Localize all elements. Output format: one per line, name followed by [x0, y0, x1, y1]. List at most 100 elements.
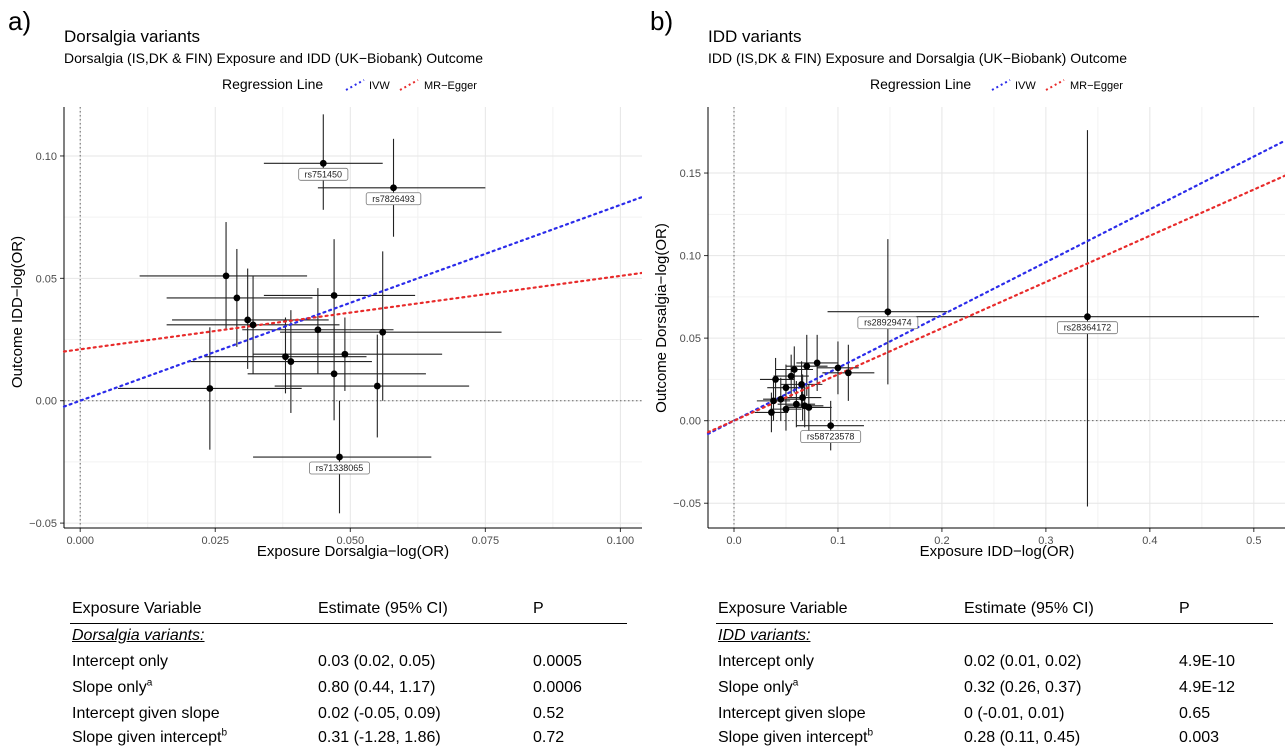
- table-a-header-rule: [70, 623, 627, 624]
- chart-b-x-tick-label: 0.1: [830, 535, 845, 547]
- chart-a-legend-egger-key: [399, 79, 419, 91]
- chart-b-point-label: rs58723578: [807, 432, 855, 442]
- table-b-header-estimate: Estimate (95% CI): [964, 600, 1094, 617]
- chart-a-x-tick-label: 0.100: [607, 535, 635, 547]
- table-b-row4-estimate: 0.28 (0.11, 0.45): [964, 729, 1081, 746]
- chart-b-point-0: [884, 308, 892, 316]
- chart-a-legend-ivw: IVW: [369, 80, 390, 92]
- chart-a-point-label: rs71338065: [316, 463, 364, 473]
- chart-b-x-tick-label: 0.5: [1246, 535, 1261, 547]
- chart-a-point-4: [233, 294, 241, 302]
- table-a-row3-label: Intercept given slope: [72, 705, 220, 722]
- table-b-header-p: P: [1179, 600, 1190, 617]
- chart-b-y-tick-label: 0.00: [680, 416, 701, 428]
- chart-a-subtitle: Dorsalgia (IS,DK & FIN) Exposure and IDD…: [64, 50, 483, 66]
- chart-b-point-10: [803, 362, 811, 370]
- chart-a-regression-egger: [62, 271, 642, 353]
- chart-b-point-13: [844, 369, 852, 377]
- table-b-header-variable: Exposure Variable: [718, 600, 848, 617]
- table-b: Exposure Variable Estimate (95% CI) P ID…: [716, 596, 1276, 751]
- chart-a-y-tick-label: −0.05: [29, 518, 57, 530]
- table-a-row2-label: Slope onlya: [72, 677, 153, 696]
- chart-a-legend-title: Regression Line: [222, 76, 323, 92]
- chart-b-point-label-box: [857, 316, 919, 330]
- chart-a-point-label: rs7826493: [372, 194, 415, 204]
- table-a-row3-estimate: 0.02 (-0.05, 0.09): [318, 705, 441, 722]
- chart-a-point-10: [314, 326, 322, 334]
- chart-a-title: Dorsalgia variants: [64, 27, 200, 46]
- table-a-header-estimate: Estimate (95% CI): [318, 600, 448, 617]
- chart-b-point-4: [772, 376, 779, 383]
- table-a-header-variable: Exposure Variable: [72, 600, 202, 617]
- table-b-row1-p: 4.9E-10: [1179, 653, 1236, 670]
- chart-a-legend-ivw-key: [345, 79, 365, 91]
- chart-b-point-19: [834, 364, 842, 372]
- table-a-row4-label: Slope given interceptb: [72, 727, 227, 746]
- chart-b-y-tick-label: −0.05: [673, 498, 701, 510]
- chart-a-y-tick-label: 0.05: [36, 273, 57, 285]
- chart-b-legend-title: Regression Line: [870, 76, 971, 92]
- chart-b-point-2: [827, 422, 835, 430]
- chart-b-legend-ivw-key: [991, 79, 1011, 91]
- chart-b-point-3: [768, 409, 775, 416]
- table-b-row3-label: Intercept given slope: [718, 705, 866, 722]
- chart-b-plot-area: 0.0 0.1 0.2 0.3 0.4 0.5 −0.05 0.00 0.05 0.10 0.15 r…: [673, 107, 1285, 547]
- chart-a-point-0: [319, 159, 327, 167]
- chart-b-y-tick-label: 0.15: [680, 168, 701, 180]
- chart-a-ylabel: Outcome IDD−log(OR): [9, 236, 26, 388]
- chart-b-point-9: [798, 380, 805, 388]
- table-a-header-p: P: [533, 600, 544, 617]
- chart-b-point-label: rs28364172: [1064, 323, 1112, 333]
- chart-a-y-tick-label: 0.00: [36, 396, 57, 408]
- chart-a-legend-egger: MR−Egger: [424, 80, 477, 92]
- table-b-header-rule: [716, 623, 1273, 624]
- chart-a-point-7: [206, 385, 214, 392]
- table-b-row2-label: Slope onlya: [718, 677, 799, 696]
- chart-a-point-label-box: [309, 461, 370, 475]
- table-a-row3-p: 0.52: [533, 705, 565, 722]
- table-a-row1-estimate: 0.03 (0.02, 0.05): [318, 653, 436, 670]
- chart-a-point-8: [282, 353, 289, 361]
- chart-a-point-9: [287, 358, 295, 365]
- table-b-row3-p: 0.65: [1179, 705, 1211, 722]
- chart-b-point-8: [792, 400, 800, 408]
- chart-a-point-14: [373, 382, 381, 390]
- chart-b-regression-ivw: [706, 139, 1285, 435]
- table-b-row1-label: Intercept only: [718, 653, 815, 670]
- chart-a-point-6: [249, 321, 257, 329]
- chart-a-x-tick-label: 0.025: [201, 535, 229, 547]
- chart-a-x-tick-label: 0.050: [337, 535, 365, 547]
- chart-b-x-tick-label: 0.4: [1142, 535, 1157, 547]
- chart-a-point-13: [341, 350, 349, 358]
- table-a-row2-estimate: 0.80 (0.44, 1.17): [318, 679, 436, 696]
- chart-b-point-1: [1084, 313, 1091, 321]
- chart-a-y-tick-label: 0.10: [36, 151, 57, 163]
- table-a-row1-p: 0.0005: [533, 653, 582, 670]
- chart-a-xlabel: Exposure Dorsalgia−log(OR): [257, 543, 449, 560]
- chart-b-point-14: [782, 405, 790, 413]
- chart-a-x-tick-label: 0.000: [66, 535, 94, 547]
- chart-a-legend: Regression Line IVW MR−Egger: [222, 76, 477, 92]
- chart-a-point-15: [379, 328, 387, 336]
- chart-a-point-label: rs751450: [305, 169, 343, 179]
- chart-b-point-label: rs28929474: [864, 318, 912, 328]
- chart-b-point-label-box: [800, 430, 862, 444]
- chart-a-x-tick-label: 0.075: [472, 535, 500, 547]
- chart-b-y-tick-label: 0.05: [680, 333, 701, 345]
- chart-b-point-5: [777, 395, 785, 403]
- chart-b-x-tick-label: 0.2: [934, 535, 949, 547]
- chart-a-point-label-box: [298, 167, 349, 181]
- table-b-row4-label: Slope given interceptb: [718, 727, 873, 746]
- table-b-row2-p: 4.9E-12: [1179, 679, 1236, 696]
- chart-b-point-label-box: [1057, 321, 1118, 335]
- panel-a-letter: a): [8, 6, 32, 36]
- chart-a-point-2: [336, 453, 343, 461]
- chart-b-title: IDD variants: [708, 27, 802, 46]
- chart-a-plot-area: 0.000 0.025 0.050 0.075 0.100 −0.05 0.00 0.05 0.…: [29, 107, 642, 547]
- chart-b-point-6: [782, 384, 790, 392]
- chart-b-point-12: [813, 359, 821, 367]
- table-b-row4-p: 0.003: [1179, 729, 1220, 746]
- chart-b-point-16: [799, 394, 807, 401]
- chart-b-y-tick-label: 0.10: [680, 251, 701, 263]
- chart-b-x-tick-label: 0.0: [726, 535, 741, 547]
